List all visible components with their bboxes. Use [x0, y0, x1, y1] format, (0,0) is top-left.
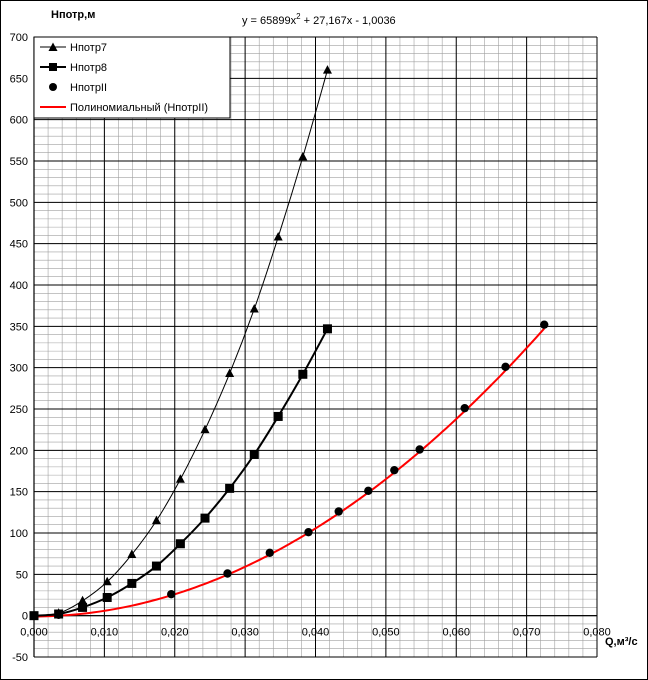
x-tick-label: 0,040 [302, 627, 330, 639]
legend: Hпотр7 Hпотр8 HпотрII Полиномиальный (Hп… [33, 36, 231, 119]
legend-item-hpotrii: HпотрII [49, 82, 107, 94]
x-tick-label: 0,030 [231, 627, 259, 639]
x-tick-label: 0,020 [161, 627, 189, 639]
axes [33, 37, 597, 657]
legend-item-trendline: Полиномиальный (HпотрII) [40, 102, 208, 114]
circle-marker [390, 465, 399, 475]
y-tick-label: -50 [12, 652, 28, 664]
circle-marker [54, 610, 63, 620]
square-marker [102, 592, 112, 602]
y-tick-label: 300 [10, 363, 28, 375]
circle-marker [364, 486, 373, 496]
legend-label-hpotr7: Hпотр7 [70, 42, 107, 54]
y-tick-label: 550 [10, 156, 28, 168]
y-tick-label: 0 [22, 611, 28, 623]
triangle-marker [322, 65, 332, 74]
square-marker [298, 369, 308, 379]
circle-marker [540, 320, 549, 329]
x-tick-label: 0,060 [442, 627, 470, 639]
legend-item-hpotr7: Hпотр7 [40, 42, 107, 54]
legend-label-trendline: Полиномиальный (HпотрII) [70, 102, 208, 114]
y-tick-label: 150 [10, 487, 28, 499]
legend-label-hpotr8: Hпотр8 [70, 62, 107, 74]
y-tick-label: 50 [16, 569, 28, 581]
triangle-marker [175, 474, 185, 483]
legend-square-marker [49, 63, 57, 71]
triangle-marker [127, 549, 137, 558]
y-tick-label: 350 [10, 321, 28, 333]
y-tick-label: 100 [10, 528, 28, 540]
x-tick-label: 0,000 [20, 627, 48, 639]
triangle-marker [273, 232, 283, 241]
square-marker [273, 411, 283, 421]
circle-marker [167, 589, 176, 599]
legend-label-hpotrii: HпотрII [70, 82, 107, 94]
legend-box [33, 36, 231, 119]
triangle-marker [151, 515, 161, 525]
triangle-marker [249, 303, 259, 313]
circle-marker [223, 569, 232, 578]
x-tick-label: 0,080 [583, 627, 611, 639]
legend-circle-marker [49, 83, 57, 91]
y-tick-label: 700 [10, 32, 28, 44]
circle-marker [415, 445, 424, 454]
trendline-equation: y = 65899x2 + 27,167x - 1,0036 [242, 12, 396, 27]
legend-item-hpotr8: Hпотр8 [40, 62, 107, 74]
circle-marker [265, 548, 274, 558]
x-axis-label: Q,м³/с [605, 636, 638, 648]
y-tick-labels: -50 0 50 100 150 200 250 300 350 400 450 500 550 600 6… [10, 32, 28, 664]
markers-layer [29, 65, 549, 621]
y-tick-label: 400 [10, 280, 28, 292]
square-marker [322, 324, 332, 334]
square-marker [78, 602, 88, 612]
triangle-marker [298, 151, 308, 161]
triangle-marker [102, 576, 112, 586]
legend-triangle-marker [48, 42, 58, 51]
circle-marker [334, 507, 343, 516]
square-marker [151, 561, 161, 571]
square-marker [200, 513, 210, 523]
square-marker [175, 539, 185, 549]
x-tick-label: 0,010 [91, 627, 119, 639]
circle-marker [29, 611, 39, 620]
y-tick-label: 450 [10, 239, 28, 251]
triangle-marker [225, 368, 235, 377]
circle-marker [501, 362, 510, 372]
y-tick-label: 500 [10, 197, 28, 209]
square-marker [225, 483, 235, 493]
circle-marker [460, 403, 469, 413]
series-line-2 [33, 328, 329, 617]
x-tick-label: 0,070 [513, 627, 541, 639]
square-marker [127, 578, 137, 588]
series-layer [33, 69, 545, 618]
triangle-marker [78, 595, 88, 605]
square-marker [249, 449, 259, 459]
x-tick-label: 0,050 [372, 627, 400, 639]
x-tick-labels: 0,000 0,010 0,020 0,030 0,040 0,050 0,060 0,070… [20, 627, 611, 639]
trendline-curve [33, 327, 545, 618]
y-tick-label: 250 [10, 404, 28, 416]
y-tick-label: 600 [10, 115, 28, 127]
y-tick-label: 650 [10, 73, 28, 85]
triangle-marker [200, 424, 210, 434]
circle-marker [304, 527, 313, 537]
y-axis-label: Hпотр,м [51, 9, 95, 21]
y-tick-label: 200 [10, 445, 28, 457]
